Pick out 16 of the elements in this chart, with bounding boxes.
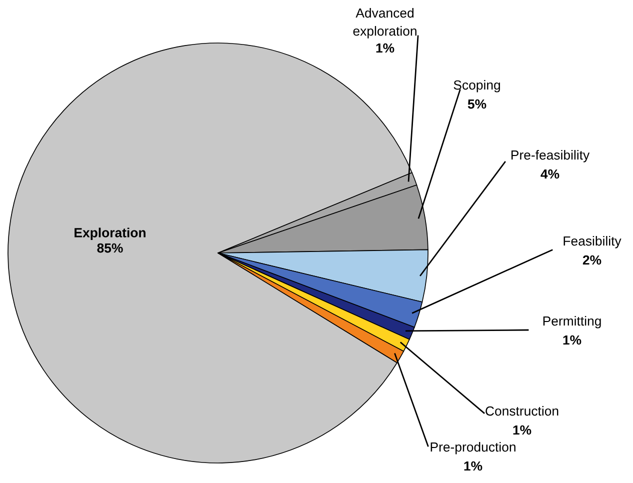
slice-label: Pre-production: [430, 442, 516, 454]
data-label: 1%: [376, 43, 394, 53]
data-label: 1%: [563, 335, 582, 345]
slice-label: Permitting: [543, 316, 601, 328]
data-label: 85%: [97, 243, 123, 253]
slice-label: Construction: [486, 406, 558, 416]
slice-label: Scoping: [454, 80, 500, 92]
data-label: 5%: [468, 99, 486, 109]
data-label: 1%: [464, 461, 482, 471]
slice-label: Exploration: [74, 228, 146, 240]
data-label: 2%: [582, 255, 602, 265]
slice-label: Advanced exploration: [353, 8, 416, 38]
data-label: 4%: [540, 169, 560, 179]
slice-label: Pre-feasibility: [511, 150, 590, 162]
slice-label: Feasibility: [564, 236, 622, 248]
data-label: 1%: [513, 425, 532, 435]
